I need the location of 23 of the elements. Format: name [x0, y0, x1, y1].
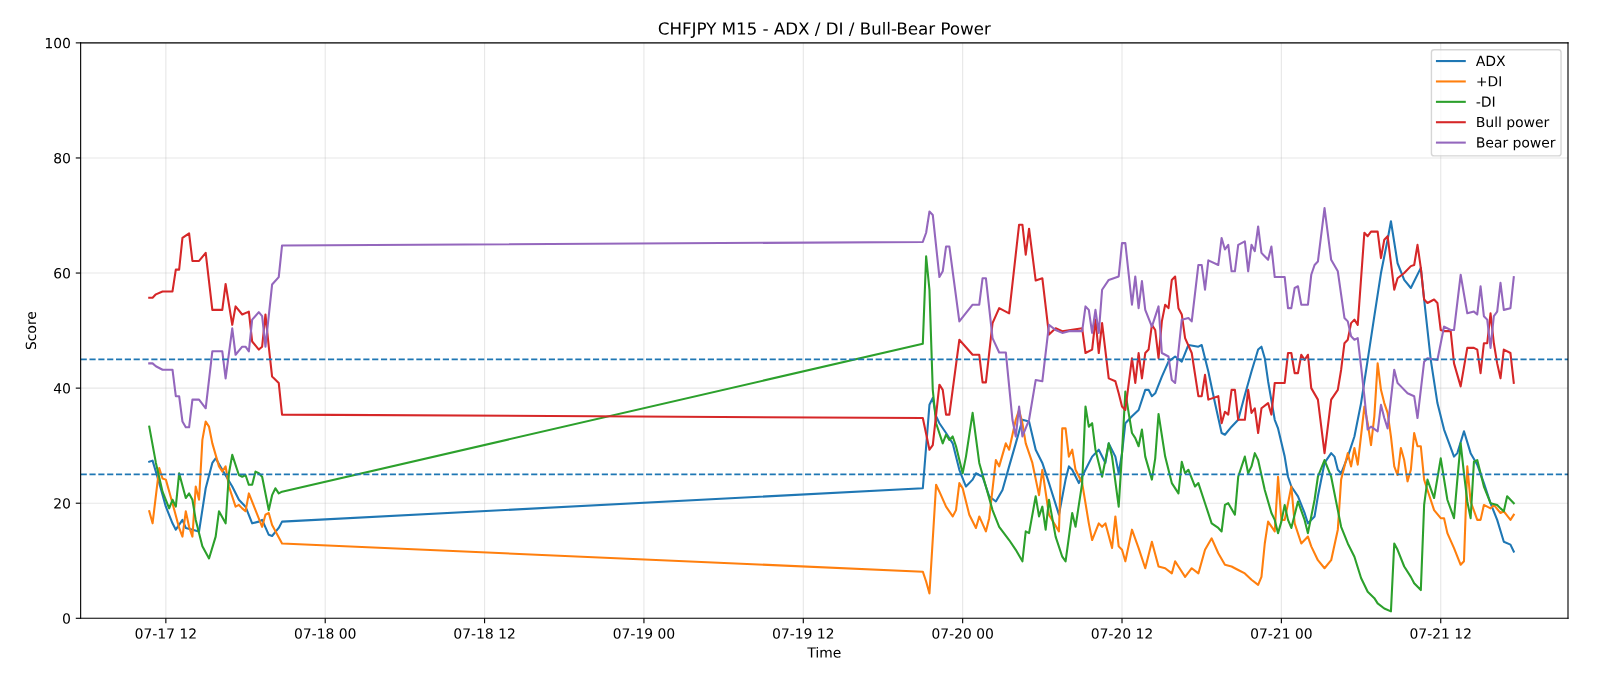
y-axis-title: Score — [25, 311, 37, 350]
y-tick-label: 40 — [53, 383, 70, 394]
legend-label: Bear power — [1477, 137, 1556, 151]
x-tick-label: 07-21 12 — [1410, 628, 1471, 639]
y-tick-label: 20 — [54, 498, 70, 509]
x-axis-title: Time — [807, 647, 841, 658]
legend-label: ADX — [1475, 55, 1506, 66]
chart-title: CHFJPY M15 - ADX / DI / Bull-Bear Power — [658, 21, 991, 38]
x-tick-label: 07-21 00 — [1251, 628, 1312, 639]
y-tick-label: 100 — [45, 37, 70, 49]
x-tick-label: 07-20 12 — [1091, 628, 1152, 639]
x-tick-label: 07-19 12 — [772, 628, 834, 639]
x-tick-label: 07-18 12 — [454, 628, 515, 639]
legend-label: -DI — [1476, 96, 1495, 107]
x-tick-label: 07-18 00 — [294, 628, 356, 639]
x-tick-label: 07-17 12 — [135, 628, 196, 639]
y-tick-label: 80 — [54, 152, 70, 164]
y-tick-label: 0 — [63, 613, 70, 624]
x-tick-label: 07-19 00 — [613, 628, 675, 639]
legend-label: +DI — [1477, 76, 1501, 87]
x-tick-label: 07-20 00 — [932, 628, 993, 639]
legend-label: Bull power — [1477, 116, 1550, 130]
y-tick-label: 60 — [54, 268, 70, 279]
